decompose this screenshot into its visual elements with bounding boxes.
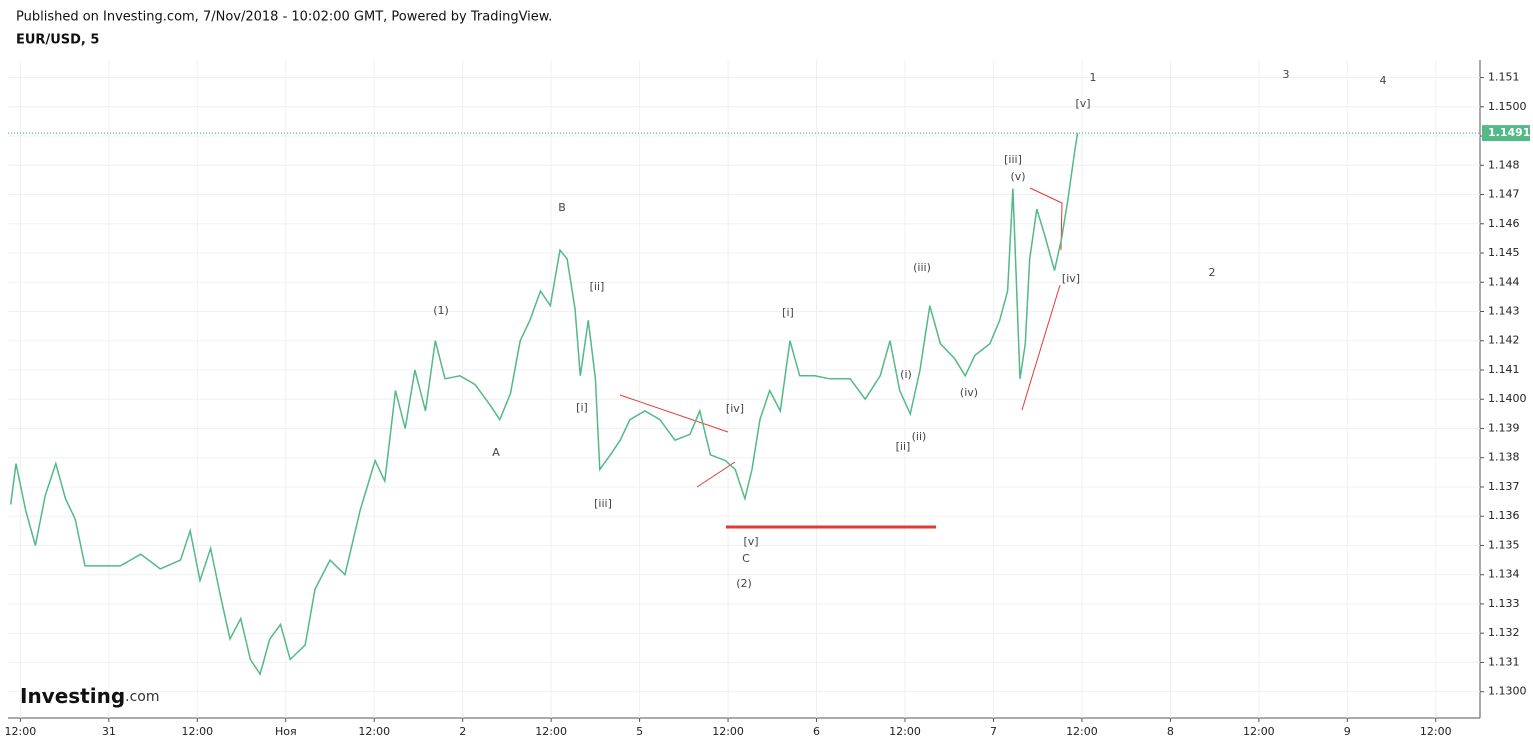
y-tick-label: 1.143 <box>1488 305 1520 318</box>
wave-label: [i] <box>782 306 794 319</box>
y-tick-label: 1.145 <box>1488 246 1520 259</box>
wave-label: [ii] <box>590 280 605 293</box>
wave-label: (v) <box>1010 170 1025 183</box>
x-tick-label: 12:00 <box>889 725 921 738</box>
drawings <box>619 187 1063 529</box>
wave-label: 2 <box>1209 266 1216 279</box>
grid <box>8 60 1480 718</box>
wave-label: [v] <box>743 535 758 548</box>
wave-label: [iii] <box>1004 153 1022 166</box>
y-tick-label: 1.151 <box>1488 71 1520 84</box>
wave-label: (1) <box>433 304 449 317</box>
wave-label: (iv) <box>960 386 978 399</box>
y-tick-label: 1.137 <box>1488 480 1520 493</box>
x-tick-label: 8 <box>1167 725 1174 738</box>
x-tick-label: 12:00 <box>1243 725 1275 738</box>
logo-suffix: .com <box>125 689 159 705</box>
wave-label: [v] <box>1075 97 1090 110</box>
header-published: Published on Investing.com, 7/Nov/2018 -… <box>16 10 552 25</box>
y-tick-label: 1.136 <box>1488 509 1520 522</box>
y-tick-label: 1.146 <box>1488 217 1520 230</box>
x-tick-label: 12:00 <box>712 725 744 738</box>
trend-line <box>696 461 736 488</box>
x-tick-label: 6 <box>813 725 820 738</box>
x-tick-label: 5 <box>636 725 643 738</box>
wave-label: A <box>492 446 500 459</box>
x-tick-label: 31 <box>102 725 116 738</box>
wave-label: [ii] <box>896 440 911 453</box>
x-tick-label: 12:00 <box>181 725 213 738</box>
y-tick-label: 1.142 <box>1488 334 1520 347</box>
x-tick-label: 2 <box>459 725 466 738</box>
y-tick-label: 1.133 <box>1488 597 1520 610</box>
x-tick-label: 12:00 <box>1420 725 1452 738</box>
wave-label: [i] <box>576 401 588 414</box>
x-tick-label: 12:00 <box>1066 725 1098 738</box>
y-tick-label: 1.138 <box>1488 451 1520 464</box>
y-tick-label: 1.131 <box>1488 655 1520 668</box>
y-tick-label: 1.1500 <box>1488 100 1527 113</box>
x-tick-label: Ноя <box>275 725 297 738</box>
y-tick-label: 1.132 <box>1488 626 1520 639</box>
wave-label: [iv] <box>1062 272 1080 285</box>
wave-label: (i) <box>900 368 912 381</box>
x-tick-label: 12:00 <box>5 725 37 738</box>
last-price-label: 1.1491 <box>1488 126 1530 139</box>
y-tick-label: 1.135 <box>1488 538 1520 551</box>
logo-name: Investing <box>20 684 125 708</box>
logo: Investing.com <box>20 684 160 708</box>
trend-line <box>619 394 729 433</box>
y-tick-label: 1.1300 <box>1488 685 1527 698</box>
x-tick-label: 7 <box>990 725 997 738</box>
y-tick-label: 1.144 <box>1488 275 1520 288</box>
price-line <box>9 132 1079 676</box>
y-tick-label: 1.1400 <box>1488 392 1527 405</box>
wave-label: (iii) <box>913 261 931 274</box>
last-price-box <box>1482 125 1530 142</box>
wave-label: (2) <box>736 577 752 590</box>
y-tick-label: 1.139 <box>1488 421 1520 434</box>
y-tick-label: 1.141 <box>1488 363 1520 376</box>
wave-label: [iv] <box>726 402 744 415</box>
trend-line <box>1021 284 1061 411</box>
y-tick-label: 1.134 <box>1488 568 1520 581</box>
x-tick-label: 12:00 <box>358 725 390 738</box>
header-symbol: EUR/USD, 5 <box>16 33 99 48</box>
x-tick-label: 9 <box>1344 725 1351 738</box>
y-tick-label: 1.148 <box>1488 158 1520 171</box>
wave-label: 4 <box>1380 74 1387 87</box>
wave-label: B <box>558 201 566 214</box>
y-tick-label: 1.147 <box>1488 188 1520 201</box>
trend-line <box>1029 187 1063 251</box>
wave-label: (ii) <box>912 430 927 443</box>
wave-label: [iii] <box>594 497 612 510</box>
x-tick-label: 12:00 <box>535 725 567 738</box>
wave-label: 3 <box>1283 68 1290 81</box>
wave-label: C <box>742 552 750 565</box>
wave-label: 1 <box>1090 71 1097 84</box>
